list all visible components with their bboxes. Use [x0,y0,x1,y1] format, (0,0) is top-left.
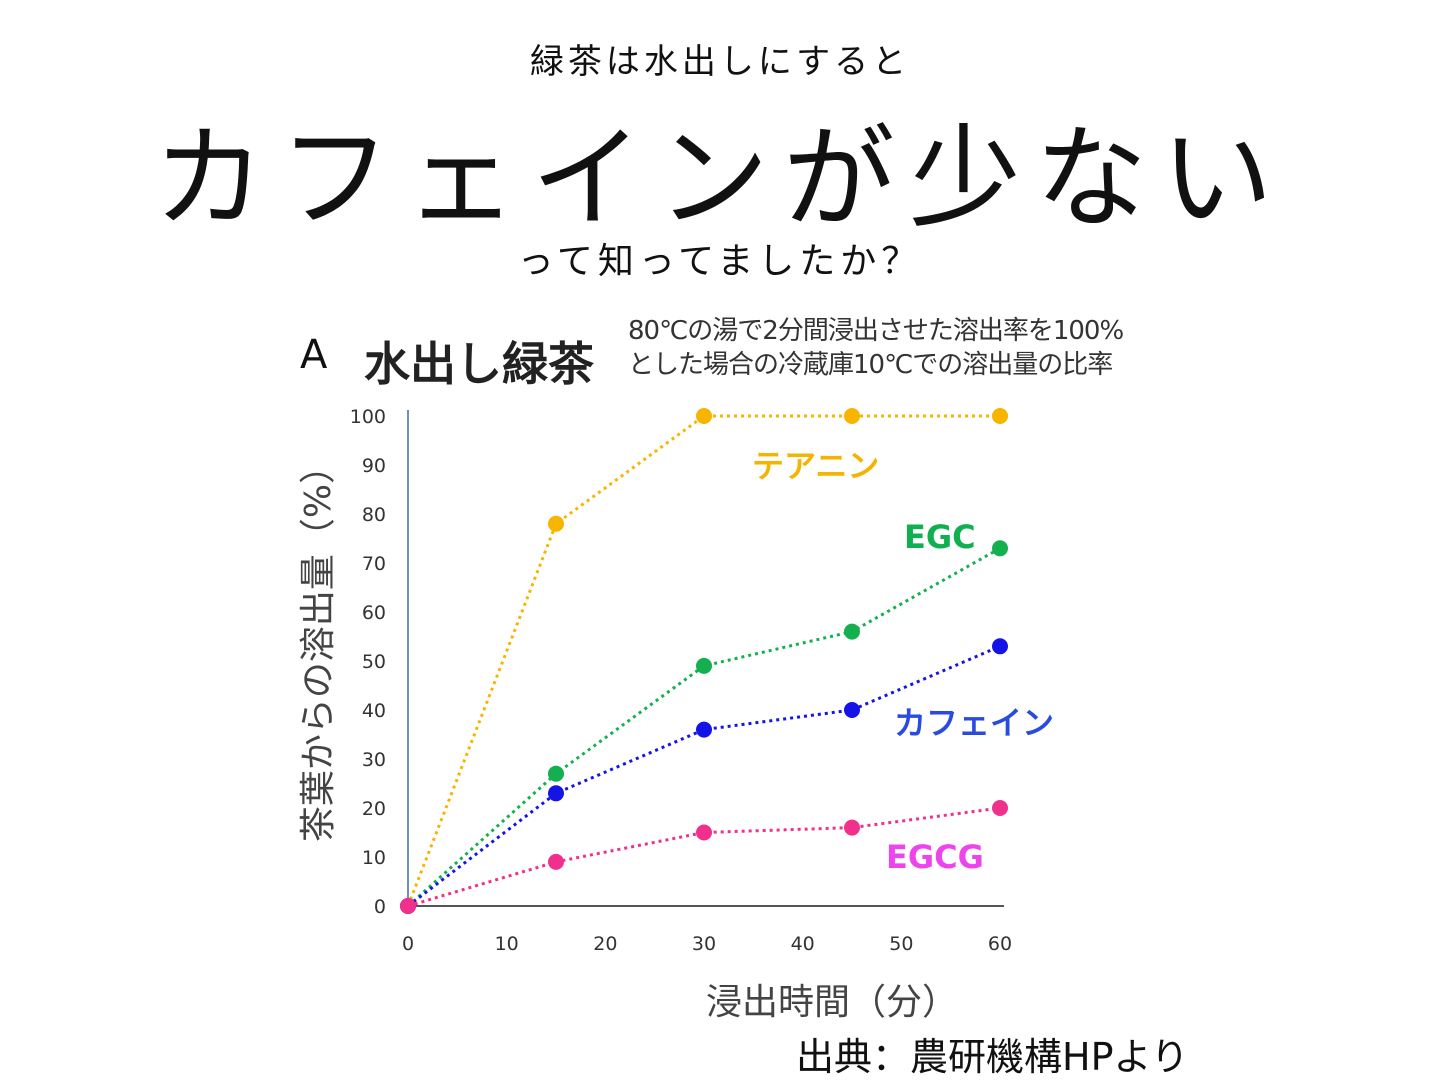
series-label-EGC: EGC [904,518,976,556]
y-axis-title: 茶葉からの溶出量（%） [298,448,339,842]
data-point [844,623,860,640]
chart-axes: 0 10 20 30 40 50 60 70 80 90 100 0 10 20 30 40 50 60 [350,406,1012,955]
chart-note-line-2: とした場合の冷蔵庫10℃での溶出量の比率 [628,350,1113,380]
data-point [400,898,416,914]
intro-text: 緑茶は水出しにすると [529,42,911,82]
x-tick-label: 40 [791,933,815,955]
y-tick-label: 0 [374,896,386,918]
series-line [406,414,1000,907]
y-tick-label: 10 [362,847,386,869]
x-tick-label: 30 [692,933,716,955]
data-point [696,408,712,424]
data-point [696,721,712,738]
panel-label: A [300,332,328,378]
question-text: って知ってましたか？ [517,241,923,282]
data-point [992,638,1008,655]
x-axis-title: 浸出時間（分） [706,982,958,1023]
data-point [548,785,564,802]
data-point [844,819,860,836]
series-テアニン [400,408,1008,914]
x-tick-label: 60 [988,933,1012,955]
data-point [548,765,564,782]
data-point [844,702,860,718]
data-point [992,540,1008,557]
chart-series [400,408,1008,914]
y-tick-label: 40 [362,700,386,722]
x-tick-label: 0 [402,933,414,955]
y-tick-label: 90 [362,455,386,477]
y-tick-label: 60 [362,602,386,624]
x-tick-label: 50 [889,933,913,955]
x-tick-label: 20 [593,933,617,955]
series-line [407,546,1001,908]
y-tick-label: 70 [362,553,386,575]
y-tick-label: 20 [362,798,386,820]
chart-title: 水出し緑茶 [364,337,594,391]
data-point [844,408,860,424]
y-tick-label: 100 [350,406,386,428]
series-label-EGCG: EGCG [886,838,984,876]
data-point [696,657,712,674]
y-tick-label: 30 [362,749,386,771]
chart-note-line-1: 80℃の湯で2分間浸出させた溶出率を100% [628,316,1124,346]
x-tick-label: 10 [495,933,519,955]
series-label-テアニン: テアニン [752,447,879,485]
data-point [992,800,1008,816]
chart-series-labels: テアニン EGC カフェイン EGCG [752,447,1054,876]
headline: カフェインが少ない [153,114,1287,244]
y-tick-label: 80 [362,504,386,526]
data-point [696,824,712,841]
series-EGCG [400,800,1008,914]
data-point [548,515,564,532]
data-point [992,408,1008,424]
data-point [548,853,564,870]
source-credit: 出典：農研機構HPより [796,1035,1189,1079]
y-tick-label: 50 [362,651,386,673]
series-label-カフェイン: カフェイン [894,704,1054,742]
